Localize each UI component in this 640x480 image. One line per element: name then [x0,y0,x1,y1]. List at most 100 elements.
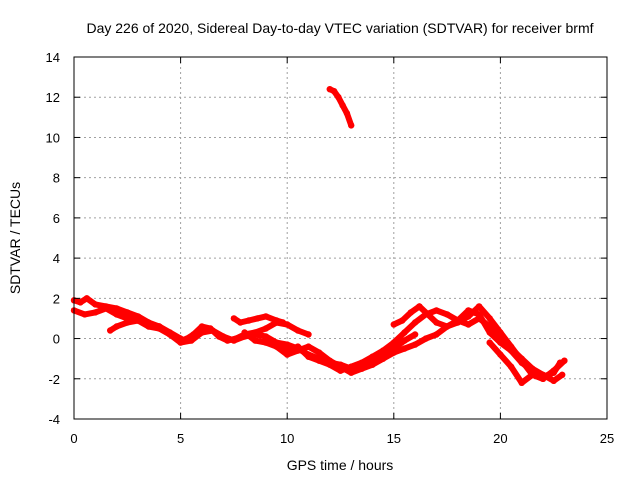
data-point [92,309,99,316]
data-point [316,349,323,356]
data-point [337,367,344,374]
data-point [401,337,408,344]
data-point [390,339,397,346]
data-point [230,315,238,322]
plot-frame [73,56,608,420]
data-point [550,377,557,384]
x-tick-label: 25 [600,431,614,446]
data-point [465,321,472,328]
x-tick-label: 20 [493,431,507,446]
data-point [294,327,302,334]
data-point [507,363,515,370]
data-point [284,341,291,348]
data-point [294,343,302,350]
data-point [348,122,355,129]
y-tick-label: 10 [46,130,60,145]
data-point [379,347,387,354]
y-tick-label: 0 [53,332,60,347]
data-point [113,305,120,312]
data-point [273,317,280,324]
data-point [262,325,270,332]
data-point [486,339,493,346]
data-point [326,361,333,368]
x-tick-label: 0 [70,431,77,446]
data-point [518,379,525,386]
series-layer [70,86,568,386]
data-point [254,315,261,322]
data-point [156,323,163,330]
data-point [407,309,415,316]
x-tick-label: 10 [280,431,294,446]
data-point [81,311,88,318]
data-point [113,323,120,330]
data-point [539,375,547,382]
data-point [273,341,280,348]
data-point [92,301,99,308]
data-point [145,321,152,328]
x-axis-label: GPS time / hours [287,457,394,473]
data-point [390,321,397,328]
x-tick-label: 15 [387,431,401,446]
data-point [529,371,536,378]
data-point [124,309,131,316]
data-point [559,371,566,378]
data-point [507,343,515,350]
y-tick-label: 6 [53,211,60,226]
y-axis-label: SDTVAR / TECUs [7,182,23,294]
data-point [305,343,312,350]
data-point [198,323,206,330]
data-point [369,353,376,360]
data-point [390,349,397,356]
data-point [230,337,238,344]
data-point [475,303,483,310]
data-point [465,313,472,320]
data-point [379,355,387,362]
data-point [262,313,270,320]
tick-layer: 0 5 10 15 20 25 -4 -2 0 2 4 6 8 10 12 14 [46,50,615,446]
y-tick-label: 8 [53,171,60,186]
y-tick-label: 14 [46,50,60,65]
data-point [335,94,342,101]
data-point [433,307,440,314]
data-point [399,317,406,324]
data-point [369,361,376,368]
data-point [252,337,259,344]
data-point [411,341,419,348]
data-point [475,315,483,322]
data-point [188,337,195,344]
data-point [198,329,206,336]
data-point [305,353,312,360]
data-point [401,345,408,352]
data-point [339,102,346,109]
data-point [416,303,423,310]
data-point [237,319,244,326]
data-point [262,335,270,342]
data-point [102,305,110,312]
data-point [411,331,419,338]
x-tick-label: 5 [177,431,184,446]
y-tick-label: -2 [48,372,60,387]
y-tick-label: 12 [46,90,60,105]
data-point [305,331,312,338]
data-point [348,369,355,376]
data-point [358,359,365,366]
data-point [497,329,504,336]
data-point [422,335,429,342]
data-point [518,357,525,364]
data-point [424,311,432,318]
data-point [83,295,91,302]
y-tick-label: 2 [53,291,60,306]
data-point [358,365,365,372]
data-point [343,110,351,117]
data-point [166,329,174,336]
data-point [316,357,323,364]
data-point [497,351,504,358]
data-point [113,311,120,318]
data-point [433,319,440,326]
data-point [220,333,227,340]
data-point [284,347,291,354]
data-point [443,311,451,318]
data-point [245,317,252,324]
data-point [433,331,440,338]
